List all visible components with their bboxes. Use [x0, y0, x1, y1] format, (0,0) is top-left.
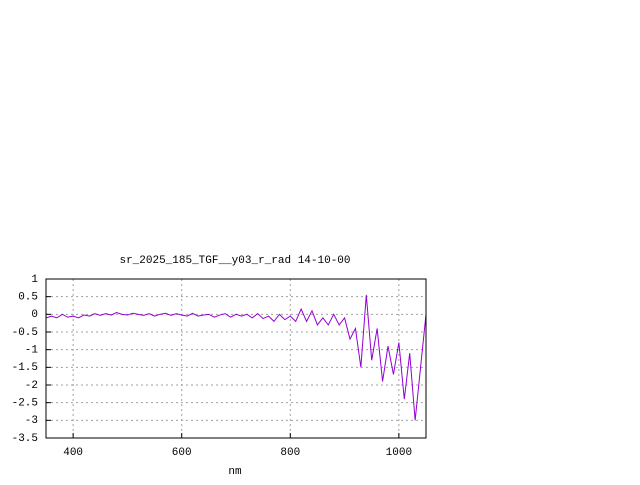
y-tick-label: -3.5 [12, 433, 38, 445]
y-tick-label: -1 [25, 345, 39, 357]
y-tick-label: -2 [25, 380, 38, 392]
y-tick-label: 1 [31, 274, 38, 286]
y-tick-label: -2.5 [12, 398, 38, 410]
x-tick-label: 400 [63, 447, 83, 459]
chart-title: sr_2025_185_TGF__y03_r_rad 14-10-00 [119, 255, 350, 267]
y-tick-label: -1.5 [12, 362, 38, 374]
x-tick-label: 1000 [386, 447, 412, 459]
x-tick-label: 800 [280, 447, 300, 459]
plot-border [45, 278, 427, 439]
y-tick-label: 0.5 [18, 292, 38, 304]
y-tick-label: -0.5 [12, 327, 38, 339]
y-tick-label: -3 [25, 415, 38, 427]
data-line [45, 294, 427, 421]
y-tick-label: 0 [31, 309, 38, 321]
x-axis-label: nm [228, 466, 242, 478]
x-tick-label: 600 [172, 447, 192, 459]
